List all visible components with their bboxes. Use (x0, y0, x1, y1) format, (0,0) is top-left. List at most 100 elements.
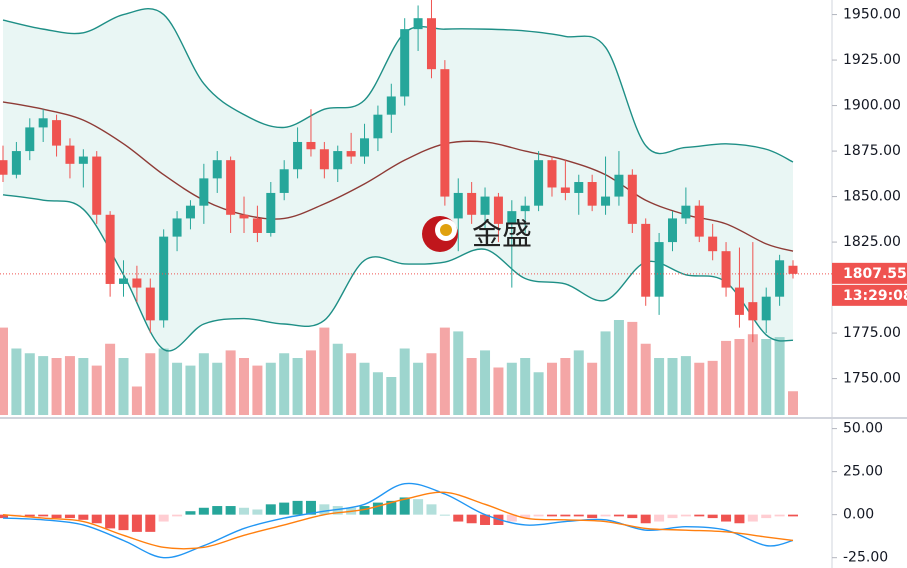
candle-body (480, 196, 490, 215)
candle-body (400, 29, 410, 97)
volume-bar (774, 337, 785, 415)
candle-body (239, 214, 249, 219)
volume-bar (24, 353, 35, 415)
volume-bar (613, 320, 624, 415)
candle-body (748, 302, 758, 321)
volume-bar (747, 334, 758, 415)
volume-bar (78, 358, 89, 415)
volume-bar (453, 331, 464, 415)
candle-body (694, 205, 704, 237)
macd-bar (91, 514, 102, 524)
y-tick-label: 1825.00 (843, 234, 901, 250)
volume-bar (667, 358, 678, 415)
volume-bar (413, 362, 424, 415)
y-tick-label: 1750.00 (843, 371, 901, 387)
volume-bar (292, 358, 303, 415)
macd-bar (560, 514, 571, 517)
macd-bar (131, 514, 142, 532)
candle-body (52, 120, 62, 146)
macd-bar (480, 514, 491, 525)
volume-bar (493, 367, 504, 415)
volume-bar (640, 343, 651, 415)
macd-bar (51, 514, 62, 519)
volume-bar (64, 356, 75, 415)
candle-body (775, 260, 785, 297)
volume-bar (466, 358, 477, 415)
countdown-label: 13:29:08 (843, 288, 907, 304)
candle-body (293, 141, 303, 170)
volume-bar (587, 362, 598, 415)
candle-body (627, 174, 637, 224)
macd-bar (185, 511, 196, 515)
band-fill (3, 8, 793, 351)
macd-bar (212, 506, 223, 515)
y-tick-label: 1775.00 (843, 325, 901, 341)
candle-body (360, 138, 370, 157)
candle-body (667, 218, 677, 243)
candle-body (11, 151, 21, 175)
y-tick-label: 25.00 (843, 464, 883, 480)
macd-bar (600, 514, 611, 517)
macd-bar (78, 514, 89, 520)
volume-bar (734, 339, 745, 415)
volume-bar (707, 360, 718, 415)
volume-bar (118, 358, 129, 415)
y-tick-label: 0.00 (843, 507, 874, 523)
macd-bar (0, 514, 8, 519)
macd-bar (788, 514, 798, 517)
candle-body (467, 192, 477, 215)
volume-bar (212, 362, 223, 415)
macd-bar (667, 514, 678, 519)
candle-body (346, 151, 356, 157)
candle-body (92, 156, 102, 215)
countdown-box (832, 284, 907, 306)
macd-bar (774, 514, 785, 517)
volume-bar (600, 331, 611, 415)
candle-body (507, 211, 517, 224)
macd-bar (587, 514, 598, 519)
volume-bar (51, 358, 62, 415)
candle-body (145, 287, 155, 321)
macd-bar (319, 504, 330, 515)
candle-body (788, 265, 798, 274)
macd-bar (386, 500, 397, 515)
volume-bar (198, 353, 209, 415)
y-tick-label: 50.00 (843, 421, 883, 437)
candle-body (132, 278, 142, 288)
candle-body (199, 178, 209, 206)
volume-bar (11, 348, 22, 415)
macd-bar (627, 514, 638, 519)
candle-body (520, 205, 530, 212)
candle-body (453, 192, 463, 219)
volume-bar (359, 362, 370, 415)
candle-body (333, 151, 343, 170)
macd-bar (399, 497, 410, 515)
candle-body (614, 174, 624, 197)
macd-bar (721, 514, 732, 522)
macd-bar (359, 506, 370, 515)
macd-bar (413, 499, 424, 515)
macd-bar (453, 514, 464, 522)
macd-bar (707, 514, 718, 519)
volume-bar (560, 358, 571, 415)
y-tick-label: 1900.00 (843, 98, 901, 114)
macd-bar (640, 514, 651, 524)
macd-bar (105, 514, 116, 529)
volume-bar (265, 362, 276, 415)
candle-body (386, 96, 396, 115)
volume-bar (573, 350, 584, 415)
y-tick-label: 1925.00 (843, 52, 901, 68)
volume-bar (239, 358, 250, 415)
logo-dot (440, 224, 452, 236)
candle-body (0, 160, 8, 175)
candle-body (413, 18, 423, 30)
candle-body (172, 218, 182, 237)
band-lower (2, 194, 794, 352)
volume-bar (694, 362, 705, 415)
macd-bar (506, 514, 517, 522)
macd-line (2, 491, 794, 550)
volume-bar (38, 356, 49, 415)
volume-bar (319, 327, 330, 415)
macd-bar (24, 514, 35, 517)
